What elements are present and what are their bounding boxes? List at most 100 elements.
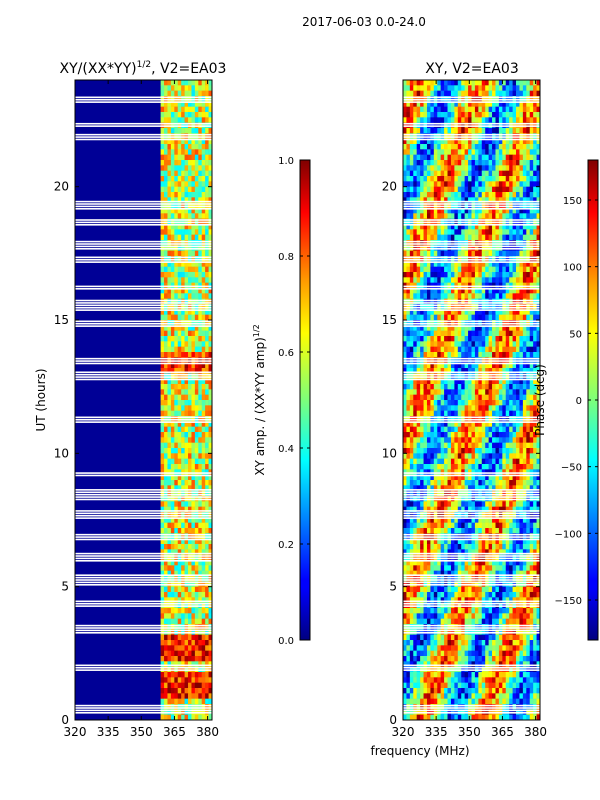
heatmap-cell (492, 421, 496, 427)
heatmap-cell (533, 272, 537, 278)
heatmap-cell (457, 202, 462, 209)
heatmap-cell (174, 640, 179, 646)
heatmap-cell (464, 144, 469, 150)
heatmap-cell (471, 469, 476, 475)
heatmap-cell (184, 400, 189, 406)
heatmap-cell (201, 677, 206, 683)
heatmap-cell (444, 250, 448, 257)
heatmap-cell (522, 208, 527, 214)
heatmap-cell (426, 170, 431, 177)
heatmap-cell (174, 229, 179, 235)
heatmap-cell (526, 165, 531, 171)
heatmap-cell (177, 570, 182, 577)
heatmap-cell (512, 80, 517, 86)
heatmap-cell (492, 352, 496, 358)
heatmap-cell (444, 378, 448, 385)
heatmap-cell (430, 352, 435, 358)
heatmap-cell (536, 362, 540, 369)
heatmap-cell (433, 90, 438, 97)
heatmap-cell (492, 309, 496, 315)
heatmap-cell (471, 218, 476, 225)
heatmap-cell (164, 442, 168, 449)
heatmap-cell (468, 234, 472, 241)
heatmap-cell (188, 677, 192, 683)
heatmap-cell (478, 234, 483, 241)
heatmap-cell (174, 224, 179, 230)
heatmap-cell (498, 224, 503, 230)
heatmap-cell (522, 352, 527, 358)
heatmap-cell (516, 346, 520, 353)
heatmap-cell (423, 362, 428, 369)
heatmap-cell (416, 469, 421, 475)
heatmap-cell (426, 165, 431, 171)
heatmap-cell (406, 208, 411, 214)
heatmap-cell (208, 437, 212, 443)
heatmap-cell (181, 485, 185, 491)
heatmap-cell (201, 352, 206, 358)
heatmap-cell (461, 368, 465, 374)
heatmap-cell (160, 133, 165, 139)
heatmap-cell (205, 480, 209, 486)
heatmap-cell (181, 112, 185, 118)
heatmap-cell (478, 421, 483, 427)
heatmap-cell (464, 133, 469, 139)
flagged-row (75, 378, 212, 381)
heatmap-cell (492, 362, 496, 369)
heatmap-cell (406, 394, 411, 401)
heatmap-cell (474, 218, 479, 225)
heatmap-cell (471, 426, 476, 433)
heatmap-cell (194, 528, 199, 534)
heatmap-cell (464, 170, 469, 177)
heatmap-cell (457, 160, 462, 166)
heatmap-cell (403, 416, 407, 422)
heatmap-cell (188, 336, 192, 342)
heatmap-cell (444, 256, 448, 262)
heatmap-cell (167, 266, 172, 273)
heatmap-cell (440, 234, 445, 241)
heatmap-cell (498, 416, 503, 422)
heatmap-cell (464, 288, 469, 294)
heatmap-cell (522, 154, 527, 161)
heatmap-cell (430, 240, 435, 246)
heatmap-cell (516, 469, 520, 475)
heatmap-cell (464, 469, 469, 475)
heatmap-cell (170, 277, 175, 283)
heatmap-cell (205, 650, 209, 657)
heatmap-cell (191, 197, 196, 203)
heatmap-cell (201, 117, 206, 123)
heatmap-cell (485, 373, 489, 379)
heatmap-cell (416, 368, 421, 374)
heatmap-cell (177, 330, 182, 337)
heatmap-cell (205, 384, 209, 390)
heatmap-cell (167, 197, 172, 203)
heatmap-cell (485, 138, 489, 145)
heatmap-cell (498, 410, 503, 417)
heatmap-cell (478, 426, 483, 433)
heatmap-cell (444, 304, 448, 310)
heatmap-cell (529, 325, 534, 331)
heatmap-cell (522, 282, 527, 289)
heatmap-cell (433, 176, 438, 182)
heatmap-cell (447, 240, 452, 246)
heatmap-cell (529, 336, 534, 342)
heatmap-cell (468, 197, 472, 203)
heatmap-cell (502, 373, 507, 379)
heatmap-cell (164, 394, 168, 401)
heatmap-cell (505, 282, 510, 289)
heatmap-cell (194, 106, 199, 113)
heatmap-cell (509, 368, 513, 374)
heatmap-cell (164, 250, 168, 257)
heatmap-cell (409, 128, 414, 134)
heatmap-cell (403, 410, 407, 417)
heatmap-cell (516, 133, 520, 139)
heatmap-cell (164, 464, 168, 470)
heatmap-cell (464, 442, 469, 449)
heatmap-cell (420, 341, 424, 347)
heatmap-cell (208, 112, 212, 118)
heatmap-cell (433, 256, 438, 262)
heatmap-cell (406, 309, 411, 315)
heatmap-cell (420, 165, 424, 171)
heatmap-cell (437, 394, 441, 401)
heatmap-cell (495, 405, 500, 411)
heatmap-cell (502, 117, 507, 123)
